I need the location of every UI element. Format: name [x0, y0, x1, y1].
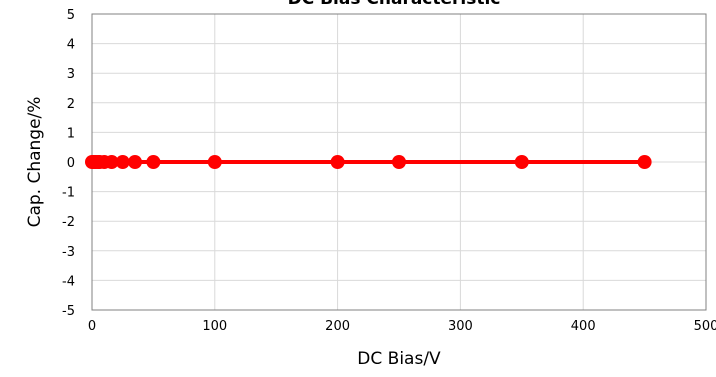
x-tick-label: 500 [694, 319, 716, 334]
x-tick-label: 300 [448, 319, 473, 334]
y-tick-label: 4 [67, 38, 75, 53]
y-tick-label: 0 [67, 156, 75, 171]
y-tick-label: 2 [67, 97, 75, 112]
y-tick-label: -4 [62, 274, 75, 289]
y-axis-title: Cap. Change/% [25, 97, 45, 228]
y-tick-label: 3 [67, 67, 75, 82]
y-tick-label: 5 [67, 8, 75, 23]
y-tick-label: -2 [62, 215, 75, 230]
y-tick-labels: -5 -4 -3 -2 -1 0 1 2 3 4 5 [62, 8, 75, 319]
chart-title: DC Bias Characteristic [288, 0, 501, 9]
x-tick-label: 0 [88, 319, 96, 334]
data-point [392, 155, 406, 169]
data-point [514, 155, 529, 169]
data-point [146, 155, 161, 169]
y-tick-label: -1 [62, 186, 75, 201]
data-point [207, 155, 222, 169]
data-point [127, 155, 142, 169]
x-axis-title: DC Bias/V [357, 349, 441, 369]
x-tick-labels: 0 100 200 300 400 500 [88, 319, 716, 334]
data-point [637, 155, 652, 169]
y-tick-label: 1 [67, 126, 75, 141]
y-tick-label: -3 [62, 245, 75, 260]
x-tick-label: 100 [202, 319, 227, 334]
data-point [330, 155, 345, 169]
series-layer [85, 155, 652, 169]
x-tick-label: 200 [325, 319, 350, 334]
data-point [104, 155, 119, 169]
data-point [115, 155, 130, 169]
x-tick-label: 400 [571, 319, 596, 334]
y-tick-label: -5 [62, 304, 75, 319]
